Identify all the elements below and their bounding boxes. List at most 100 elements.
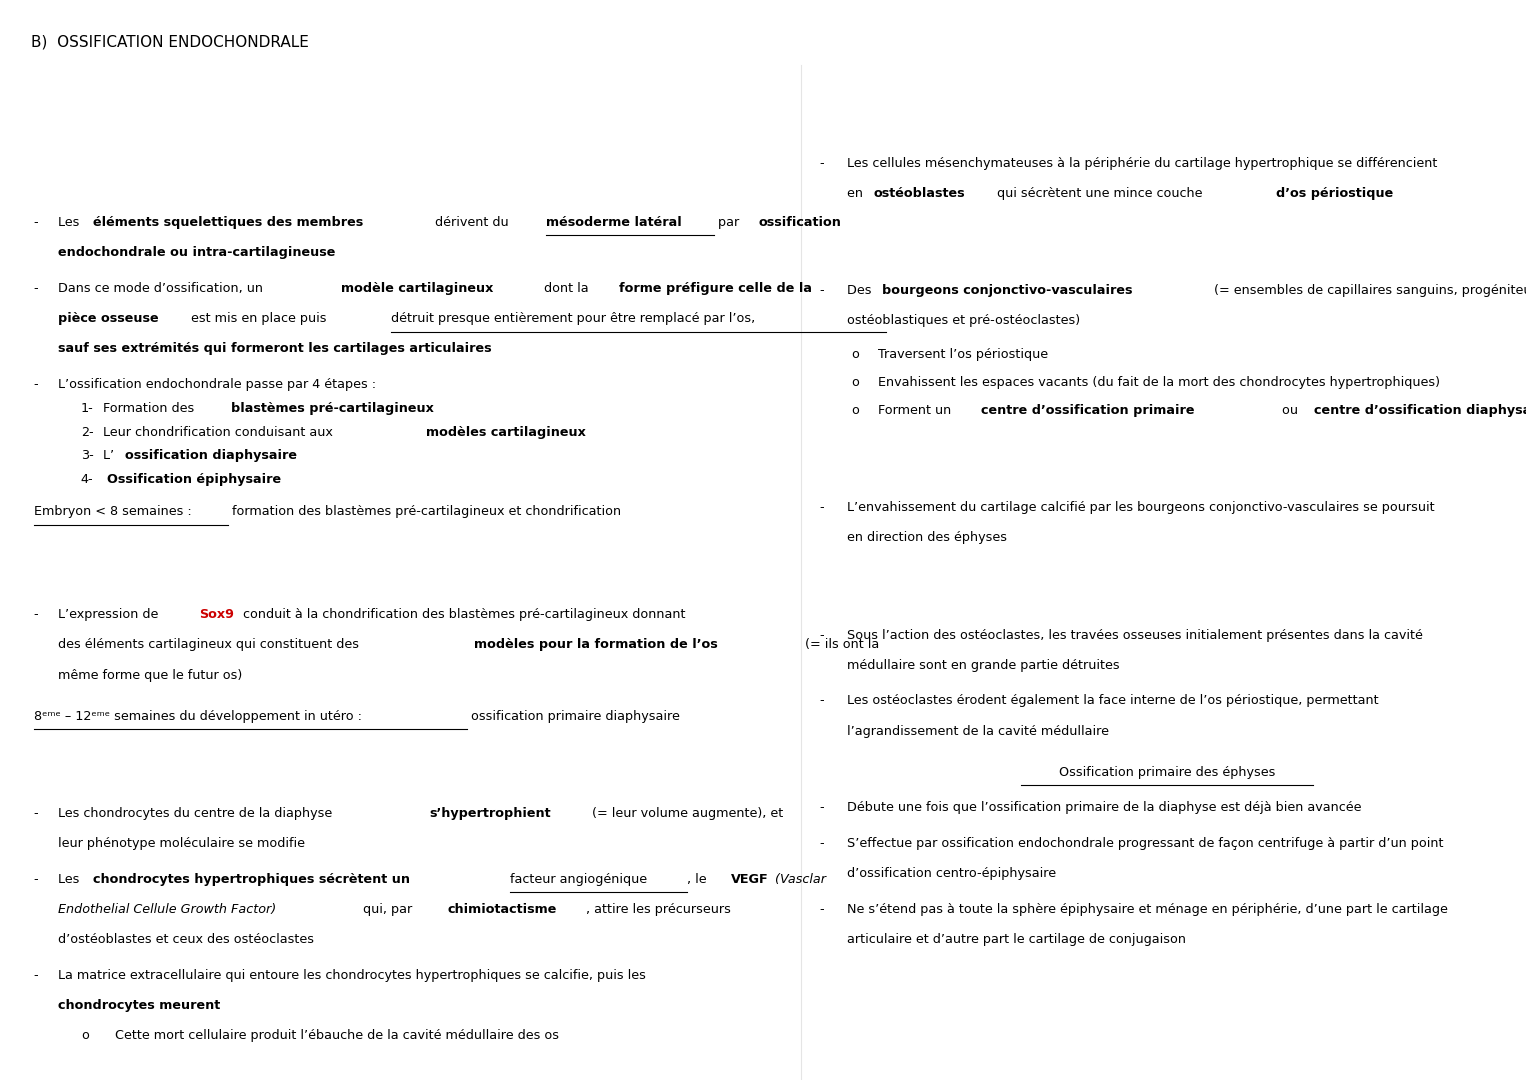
- Text: en direction des éphyses: en direction des éphyses: [847, 531, 1007, 544]
- Text: (= ensembles de capillaires sanguins, progéniteurs: (= ensembles de capillaires sanguins, pr…: [1210, 284, 1526, 297]
- Text: -: -: [819, 629, 824, 642]
- Text: Ne s’étend pas à toute la sphère épiphysaire et ménage en périphérie, d’une part: Ne s’étend pas à toute la sphère épiphys…: [847, 903, 1448, 916]
- Text: 8ᵉᵐᵉ – 12ᵉᵐᵉ semaines du développement in utéro :: 8ᵉᵐᵉ – 12ᵉᵐᵉ semaines du développement i…: [34, 710, 362, 723]
- Text: conduit à la chondrification des blastèmes pré-cartilagineux donnant: conduit à la chondrification des blastèm…: [240, 608, 685, 621]
- Text: -: -: [34, 378, 38, 391]
- Text: -: -: [819, 501, 824, 514]
- Text: qui sécrètent une mince couche: qui sécrètent une mince couche: [992, 187, 1206, 200]
- Text: -: -: [34, 282, 38, 295]
- Text: Les: Les: [58, 873, 84, 886]
- Text: formation des blastèmes pré-cartilagineux et chondrification: formation des blastèmes pré-cartilagineu…: [229, 505, 621, 518]
- Text: o: o: [852, 404, 859, 417]
- Text: qui, par: qui, par: [359, 903, 417, 916]
- Text: Les chondrocytes du centre de la diaphyse: Les chondrocytes du centre de la diaphys…: [58, 807, 336, 820]
- Text: endochondrale ou intra-cartilagineuse: endochondrale ou intra-cartilagineuse: [58, 246, 336, 259]
- Text: centre d’ossification primaire: centre d’ossification primaire: [981, 404, 1195, 417]
- Text: L’expression de: L’expression de: [58, 608, 162, 621]
- Text: La matrice extracellulaire qui entoure les chondrocytes hypertrophiques se calci: La matrice extracellulaire qui entoure l…: [58, 969, 650, 982]
- Text: pièce osseuse: pièce osseuse: [58, 312, 159, 325]
- Text: Envahissent les espaces vacants (du fait de la mort des chondrocytes hypertrophi: Envahissent les espaces vacants (du fait…: [874, 376, 1441, 389]
- Text: est mis en place puis: est mis en place puis: [186, 312, 331, 325]
- Text: Ossification primaire des éphyses: Ossification primaire des éphyses: [1059, 766, 1276, 779]
- Text: (= ils ont la: (= ils ont la: [801, 638, 879, 651]
- Text: -: -: [819, 837, 824, 850]
- Text: articulaire et d’autre part le cartilage de conjugaison: articulaire et d’autre part le cartilage…: [847, 933, 1186, 946]
- Text: des éléments cartilagineux qui constituent des: des éléments cartilagineux qui constitue…: [58, 638, 363, 651]
- Text: ossification: ossification: [758, 216, 841, 229]
- Text: Leur chondrification conduisant aux: Leur chondrification conduisant aux: [99, 426, 336, 438]
- Text: Dans ce mode d’ossification, un: Dans ce mode d’ossification, un: [58, 282, 267, 295]
- Text: en: en: [847, 187, 867, 200]
- Text: VEGF: VEGF: [731, 873, 769, 886]
- Text: ou: ou: [1279, 404, 1302, 417]
- Text: blastèmes pré-cartilagineux: blastèmes pré-cartilagineux: [232, 402, 435, 415]
- Text: par: par: [714, 216, 743, 229]
- Text: , attire les précurseurs: , attire les précurseurs: [586, 903, 731, 916]
- Text: Ossification épiphysaire: Ossification épiphysaire: [107, 473, 282, 486]
- Text: ostéoblastiques et pré-ostéoclastes): ostéoblastiques et pré-ostéoclastes): [847, 314, 1080, 327]
- Text: -: -: [34, 807, 38, 820]
- Text: ostéoblastes: ostéoblastes: [873, 187, 964, 200]
- Text: L’ossification endochondrale passe par 4 étapes :: L’ossification endochondrale passe par 4…: [58, 378, 375, 391]
- Text: Cette mort cellulaire produit l’ébauche de la cavité médullaire des os: Cette mort cellulaire produit l’ébauche …: [111, 1029, 560, 1042]
- Text: -: -: [819, 903, 824, 916]
- Text: chondrocytes hypertrophiques sécrètent un: chondrocytes hypertrophiques sécrètent u…: [93, 873, 415, 886]
- Text: -: -: [34, 216, 38, 229]
- Text: Des: Des: [847, 284, 876, 297]
- Text: -: -: [819, 801, 824, 814]
- Text: Endothelial Cellule Growth Factor): Endothelial Cellule Growth Factor): [58, 903, 276, 916]
- Text: détruit presque entièrement pour être remplacé par l’os,: détruit presque entièrement pour être re…: [391, 312, 755, 325]
- Text: bourgeons conjonctivo-vasculaires: bourgeons conjonctivo-vasculaires: [882, 284, 1132, 297]
- Text: modèles pour la formation de l’os: modèles pour la formation de l’os: [475, 638, 717, 651]
- Text: L’: L’: [99, 449, 114, 462]
- Text: dont la: dont la: [540, 282, 592, 295]
- Text: -: -: [819, 284, 824, 297]
- Text: B)  OSSIFICATION ENDOCHONDRALE: B) OSSIFICATION ENDOCHONDRALE: [31, 35, 308, 50]
- Text: sauf ses extrémités qui formeront les cartilages articulaires: sauf ses extrémités qui formeront les ca…: [58, 342, 491, 355]
- Text: Traversent l’os périostique: Traversent l’os périostique: [874, 348, 1048, 361]
- Text: Les cellules mésenchymateuses à la périphérie du cartilage hypertrophique se dif: Les cellules mésenchymateuses à la périp…: [847, 157, 1437, 170]
- Text: chimiotactisme: chimiotactisme: [447, 903, 557, 916]
- Text: Sous l’action des ostéoclastes, les travées osseuses initialement présentes dans: Sous l’action des ostéoclastes, les trav…: [847, 629, 1422, 642]
- Text: 4-: 4-: [81, 473, 93, 486]
- Text: 1-: 1-: [81, 402, 93, 415]
- Text: centre d’ossification diaphysaire: centre d’ossification diaphysaire: [1314, 404, 1526, 417]
- Text: dérivent du: dérivent du: [430, 216, 513, 229]
- Text: d’os périostique: d’os périostique: [1276, 187, 1393, 200]
- Text: l’agrandissement de la cavité médullaire: l’agrandissement de la cavité médullaire: [847, 725, 1109, 738]
- Text: ossification primaire diaphysaire: ossification primaire diaphysaire: [467, 710, 681, 723]
- Text: médullaire sont en grande partie détruites: médullaire sont en grande partie détruit…: [847, 659, 1120, 672]
- Text: o: o: [852, 348, 859, 361]
- Text: mésoderme latéral: mésoderme latéral: [546, 216, 682, 229]
- Text: 2-: 2-: [81, 426, 93, 438]
- Text: (= leur volume augmente), et: (= leur volume augmente), et: [589, 807, 784, 820]
- Text: , le: , le: [687, 873, 711, 886]
- Text: facteur angiogénique: facteur angiogénique: [510, 873, 647, 886]
- Text: -: -: [34, 969, 38, 982]
- Text: Débute une fois que l’ossification primaire de la diaphyse est déjà bien avancée: Débute une fois que l’ossification prima…: [847, 801, 1361, 814]
- Text: Forment un: Forment un: [874, 404, 955, 417]
- Text: même forme que le futur os): même forme que le futur os): [58, 669, 243, 681]
- Text: Embryon < 8 semaines :: Embryon < 8 semaines :: [34, 505, 191, 518]
- Text: (Vasclar: (Vasclar: [771, 873, 826, 886]
- Text: d’ossification centro-épiphysaire: d’ossification centro-épiphysaire: [847, 867, 1056, 880]
- Text: L’envahissement du cartilage calcifié par les bourgeons conjonctivo-vasculaires : L’envahissement du cartilage calcifié pa…: [847, 501, 1434, 514]
- Text: éléments squelettiques des membres: éléments squelettiques des membres: [93, 216, 363, 229]
- Text: -: -: [819, 157, 824, 170]
- Text: ossification diaphysaire: ossification diaphysaire: [125, 449, 298, 462]
- Text: Sox9: Sox9: [200, 608, 235, 621]
- Text: forme préfigure celle de la: forme préfigure celle de la: [620, 282, 812, 295]
- Text: Les ostéoclastes érodent également la face interne de l’os périostique, permetta: Les ostéoclastes érodent également la fa…: [847, 694, 1378, 707]
- Text: 3-: 3-: [81, 449, 93, 462]
- Text: chondrocytes meurent: chondrocytes meurent: [58, 999, 220, 1012]
- Text: -: -: [819, 694, 824, 707]
- Text: d’ostéoblastes et ceux des ostéoclastes: d’ostéoblastes et ceux des ostéoclastes: [58, 933, 314, 946]
- Text: s’hypertrophient: s’hypertrophient: [430, 807, 551, 820]
- Text: o: o: [81, 1029, 89, 1042]
- Text: modèle cartilagineux: modèle cartilagineux: [342, 282, 493, 295]
- Text: o: o: [852, 376, 859, 389]
- Text: Les: Les: [58, 216, 84, 229]
- Text: Formation des: Formation des: [99, 402, 198, 415]
- Text: modèles cartilagineux: modèles cartilagineux: [426, 426, 586, 438]
- Text: -: -: [34, 873, 38, 886]
